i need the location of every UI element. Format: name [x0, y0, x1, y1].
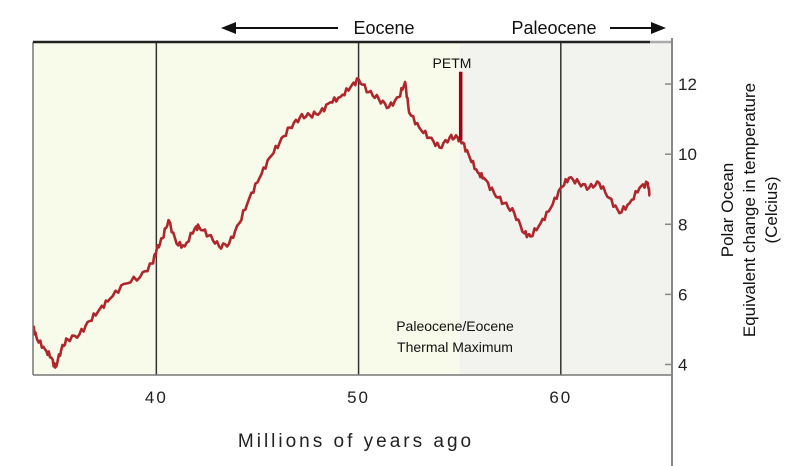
y-axis-title-line1: Polar Ocean [718, 163, 737, 258]
y-axis-title-line3: (Celcius) [762, 176, 781, 243]
y-tick-label-4: 4 [678, 355, 687, 374]
y-tick-label-10: 10 [678, 145, 697, 164]
temperature-series-line [32, 77, 651, 369]
x-tick-label-40: 40 [145, 388, 168, 407]
petm-description-line2: Thermal Maximum [397, 339, 513, 355]
y-axis-title-line2: Equivalent change in temperature [740, 83, 759, 337]
eocene-label: Eocene [353, 18, 414, 38]
x-tick-label-50: 50 [347, 388, 370, 407]
eocene-arrow-head-icon [221, 22, 236, 34]
paleocene-label: Paleocene [511, 18, 596, 38]
y-tick-label-6: 6 [678, 285, 687, 304]
y-tick-label-8: 8 [678, 215, 687, 234]
petm-description-line1: Paleocene/Eocene [396, 318, 514, 334]
y-tick-label-12: 12 [678, 75, 697, 94]
paleocene-region [459, 42, 672, 375]
paleocene-arrow-head-icon [651, 22, 666, 34]
petm-label: PETM [433, 55, 472, 71]
x-axis-title: Millions of years ago [238, 431, 474, 452]
x-tick-label-60: 60 [549, 388, 572, 407]
